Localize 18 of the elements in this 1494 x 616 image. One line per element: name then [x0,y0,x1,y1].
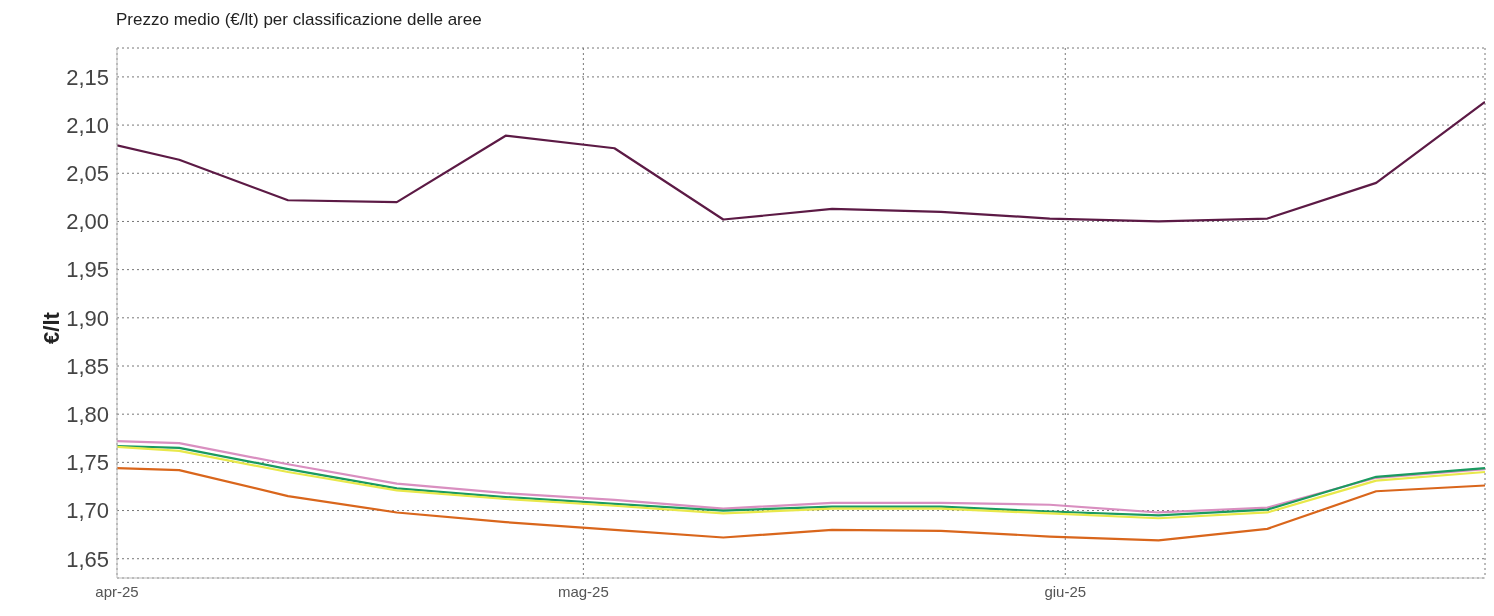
line-series [117,100,1485,223]
y-tick-label: 1,65 [66,546,109,572]
y-tick-label: 1,75 [66,450,109,476]
x-tick-label: mag-25 [557,582,609,600]
y-tick-label: 2,15 [66,64,109,90]
y-tick-label: 2,05 [66,161,109,187]
y-axis-title: €/lt [39,312,65,344]
y-tick-label: 1,90 [66,305,109,331]
y-tick-label: 1,95 [66,257,109,283]
y-tick-label: 2,10 [66,112,109,138]
y-tick-label: 1,70 [66,498,109,524]
chart-title: Prezzo medio (€/lt) per classificazione delle aree [116,10,482,30]
x-tick-label: giu-25 [1044,582,1087,600]
line-series [117,467,1485,542]
y-tick-label: 2,00 [66,209,109,235]
x-tick-label: apr-25 [95,582,139,600]
y-tick-label: 1,85 [66,353,109,379]
y-tick-label: 1,80 [66,401,109,427]
